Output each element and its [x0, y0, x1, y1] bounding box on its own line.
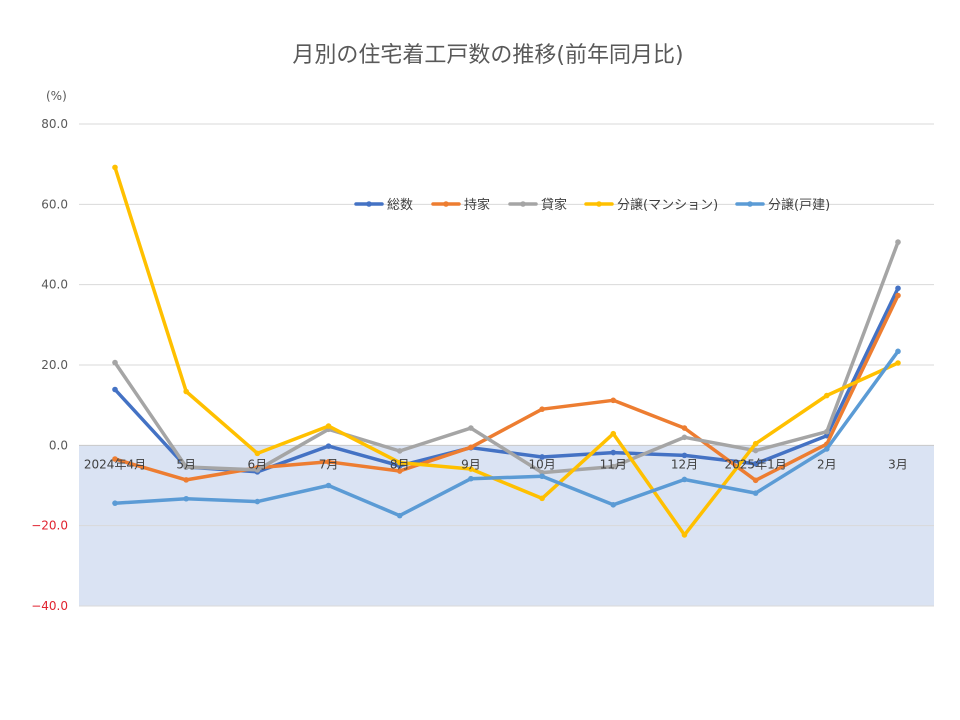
data-point — [539, 473, 545, 480]
data-point — [539, 454, 545, 460]
data-point — [254, 467, 261, 473]
data-point — [895, 348, 901, 355]
series-line-5 — [113, 349, 900, 518]
data-point — [610, 449, 617, 456]
y-tick-label: 80.0 — [41, 117, 68, 131]
data-point — [824, 428, 830, 435]
legend-label-5: 分譲(戸建) — [768, 197, 830, 213]
data-point — [254, 498, 261, 505]
legend-marker — [366, 201, 372, 207]
data-point — [112, 164, 118, 171]
data-point — [895, 285, 901, 292]
data-point — [610, 430, 617, 437]
legend-label-2: 持家 — [464, 197, 490, 213]
data-point — [468, 444, 474, 451]
data-point — [895, 292, 901, 299]
data-point — [396, 512, 403, 519]
series-line-4 — [113, 165, 900, 537]
x-tick-label: 2024年4月 — [84, 457, 146, 471]
chart-title: 月別の住宅着工戸数の推移(前年同月比) — [292, 43, 683, 68]
x-tick-label: 9月 — [461, 457, 481, 471]
data-point — [254, 450, 261, 457]
y-tick-label: 40.0 — [41, 278, 68, 292]
y-tick-label: −40.0 — [31, 599, 68, 613]
legend-marker — [520, 201, 526, 207]
data-point — [325, 423, 332, 429]
data-point — [752, 477, 759, 484]
data-point — [610, 397, 617, 404]
plot-area: 80.0 60.0 40.0 20.0 0.0 −20.0 −40.0 2024年4月 5月 6月… — [31, 117, 934, 613]
data-point — [396, 459, 403, 466]
x-tick-label: 7月 — [319, 457, 339, 471]
legend-marker — [596, 201, 602, 207]
data-point — [752, 440, 759, 447]
x-tick-label: 10月 — [528, 457, 555, 471]
x-tick-label: 2月 — [817, 457, 837, 471]
y-tick-label: 0.0 — [49, 438, 68, 452]
y-tick-label: −20.0 — [31, 519, 68, 533]
x-tick-label: 5月 — [176, 457, 196, 471]
data-point — [895, 239, 901, 245]
data-point — [681, 532, 688, 538]
legend-label-3: 貸家 — [541, 197, 567, 213]
data-point — [468, 475, 474, 482]
data-point — [183, 477, 189, 483]
data-point — [325, 482, 332, 489]
x-tick-label: 3月 — [888, 457, 908, 471]
y-tick-label: 20.0 — [41, 358, 68, 372]
data-point — [681, 476, 688, 483]
data-point — [681, 452, 688, 459]
data-point — [824, 392, 830, 399]
data-point — [325, 459, 332, 465]
data-point — [468, 466, 474, 472]
data-point — [325, 443, 332, 449]
y-tick-label: 60.0 — [41, 197, 68, 211]
y-axis-unit: (%) — [46, 89, 67, 103]
data-point — [396, 448, 403, 454]
x-tick-label: 2025年1月 — [725, 457, 787, 471]
data-point — [183, 495, 189, 502]
data-point — [112, 386, 118, 393]
data-point — [824, 446, 830, 452]
data-point — [112, 500, 118, 506]
legend-marker — [443, 201, 449, 207]
legend-label-1: 総数 — [387, 198, 413, 213]
data-point — [539, 406, 545, 412]
data-point — [752, 490, 759, 496]
x-tick-label: 12月 — [671, 457, 698, 471]
x-tick-label: 11月 — [600, 457, 627, 471]
data-point — [610, 501, 617, 508]
data-point — [468, 425, 474, 431]
data-point — [895, 360, 901, 366]
x-tick-label: 6月 — [248, 457, 268, 471]
data-point — [112, 456, 118, 462]
data-point — [752, 461, 759, 467]
data-point — [752, 447, 759, 454]
data-point — [610, 463, 617, 470]
data-point — [183, 464, 189, 470]
x-tick-label: 8月 — [390, 457, 410, 471]
series-line-3 — [113, 240, 900, 475]
legend: 総数 持家 貸家 分譲(マンション) 分譲(戸建) — [354, 197, 830, 213]
data-point — [396, 468, 403, 474]
data-point — [681, 434, 688, 441]
data-point — [112, 359, 118, 366]
legend-label-4: 分譲(マンション) — [617, 197, 718, 213]
data-point — [681, 425, 688, 431]
data-point — [539, 495, 545, 502]
legend-marker — [747, 201, 753, 207]
data-point — [183, 388, 189, 395]
